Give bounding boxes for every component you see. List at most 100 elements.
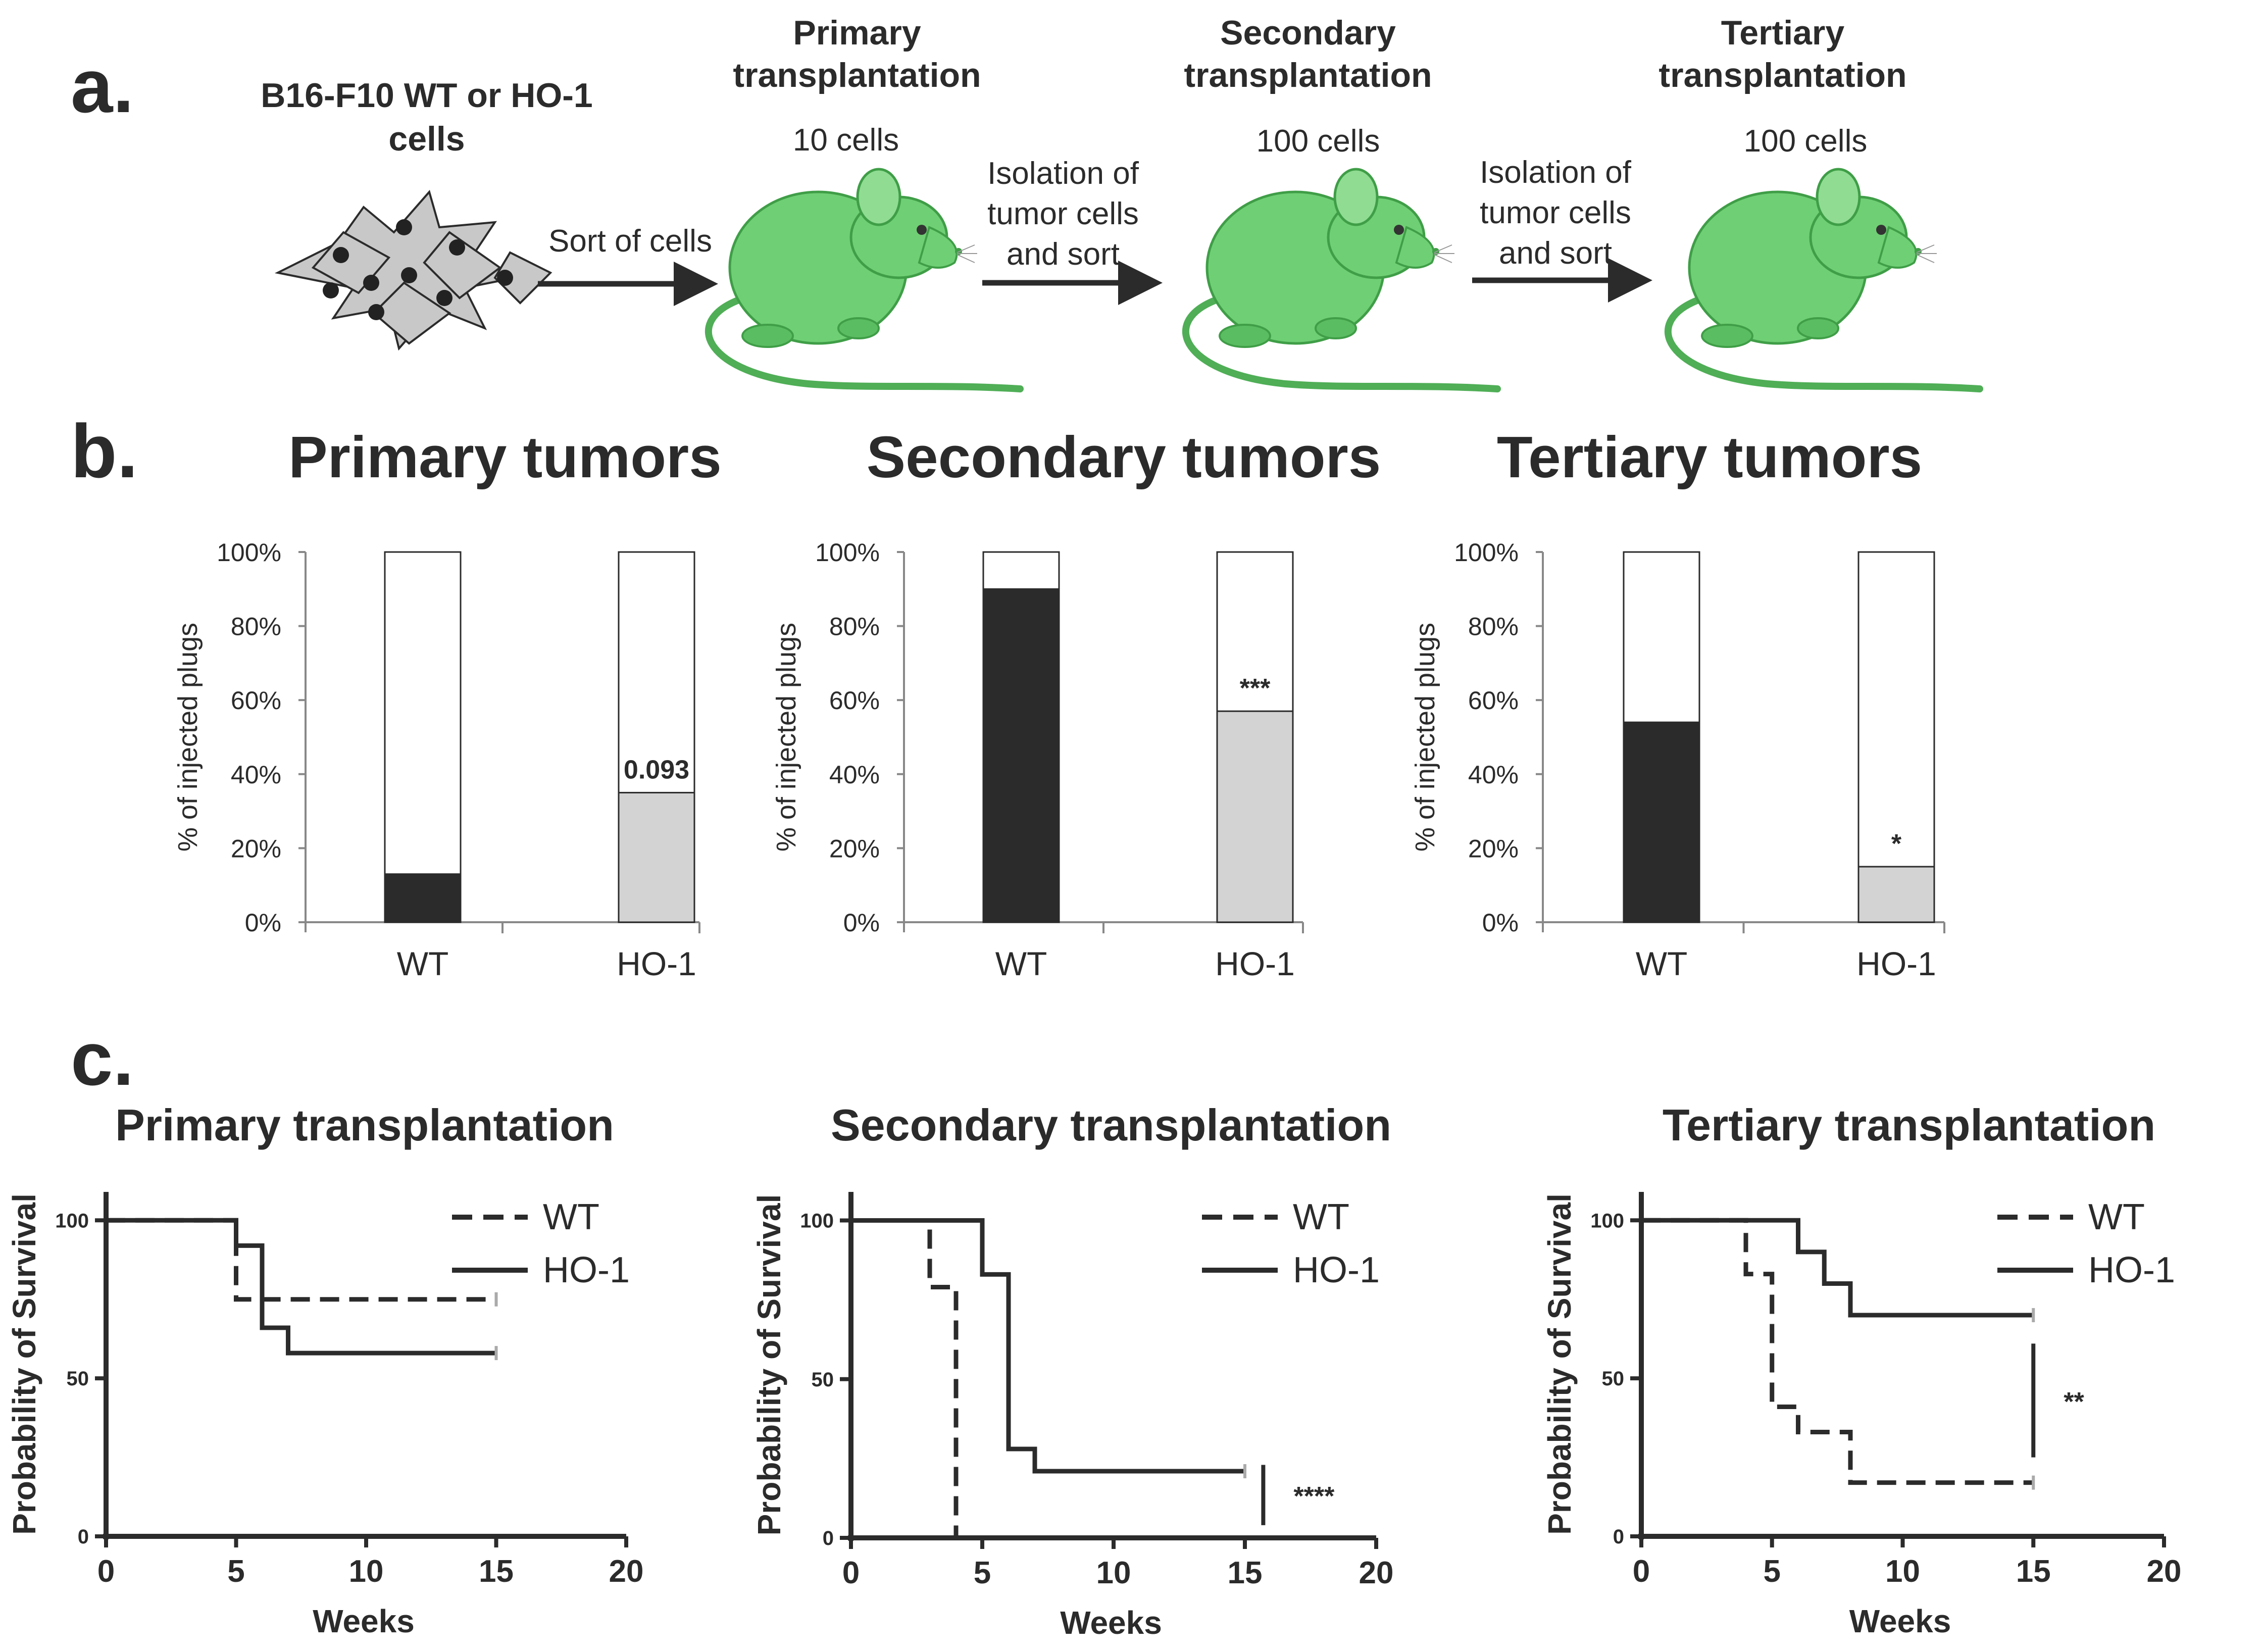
stage3-cells: 100 cells <box>1744 124 1868 159</box>
y-tick-label: 20% <box>829 834 880 863</box>
bar-annotation: * <box>1891 829 1902 859</box>
x-tick-label: 10 <box>1885 1554 1920 1589</box>
x-axis-label: Weeks <box>1060 1605 1162 1641</box>
mouse-illustration-2 <box>1186 169 1497 389</box>
x-tick-label: 15 <box>2016 1554 2051 1589</box>
category-label: HO-1 <box>1856 945 1936 982</box>
bar-chart-2: Secondary tumors 0% 20% 40% 60% 80% 100% % of i… <box>771 424 1381 982</box>
x-tick-label: 5 <box>974 1556 991 1590</box>
stage2-title-line2: transplantation <box>1184 56 1432 94</box>
arrow2-label-line2: tumor cells <box>987 196 1139 231</box>
bar-outline-WT <box>384 551 462 923</box>
mouse-illustration-1 <box>709 169 1020 389</box>
arrow3-label-line1: Isolation of <box>1480 155 1632 190</box>
y-tick-label: 100 <box>55 1210 89 1232</box>
y-tick-label: 40% <box>231 761 281 789</box>
y-tick-label: 100 <box>800 1210 834 1232</box>
stage2-cells: 100 cells <box>1256 124 1380 159</box>
y-tick-label: 0% <box>245 909 281 937</box>
y-tick-label: 80% <box>829 613 880 641</box>
bar-WT <box>982 588 1060 923</box>
cell-cluster-illustration <box>274 189 552 351</box>
stage1-cells: 10 cells <box>793 123 899 158</box>
x-tick-label: 5 <box>227 1554 244 1589</box>
x-tick-label: 20 <box>609 1554 644 1589</box>
y-tick-label: 20% <box>1468 834 1519 863</box>
y-tick-label: 0% <box>1482 909 1519 937</box>
y-axis-label: % of injected plugs <box>771 623 801 852</box>
survival-chart-title: Primary transplantation <box>115 1100 614 1150</box>
arrow3-label-line3: and sort <box>1499 236 1612 271</box>
y-tick-label: 40% <box>829 761 880 789</box>
arrow3-label-line2: tumor cells <box>1480 195 1631 230</box>
x-axis-label: Weeks <box>313 1603 415 1639</box>
x-tick-label: 20 <box>2147 1554 2182 1589</box>
x-tick-label: 0 <box>97 1554 115 1589</box>
y-tick-label: 100% <box>1454 538 1519 567</box>
y-axis-label: Probability of Survival <box>1541 1193 1578 1535</box>
x-axis-label: Weeks <box>1849 1603 1951 1639</box>
arrow2-label-line3: and sort <box>1007 237 1120 272</box>
bar-HO-1 <box>618 791 695 923</box>
category-label: WT <box>1636 945 1688 982</box>
y-tick-label: 60% <box>231 686 281 715</box>
significance-label: **** <box>1293 1482 1335 1511</box>
x-tick-label: 0 <box>842 1556 860 1590</box>
x-tick-label: 0 <box>1633 1554 1650 1589</box>
stage3-title-line1: Tertiary <box>1721 14 1845 52</box>
stage1-title-line2: transplantation <box>733 56 981 94</box>
bar-chart-title: Secondary tumors <box>867 424 1381 490</box>
y-axis-label: % of injected plugs <box>173 623 203 852</box>
panel-a-letter: a. <box>71 43 134 128</box>
category-label: WT <box>397 945 449 982</box>
y-tick-label: 0% <box>843 909 880 937</box>
category-label: HO-1 <box>617 945 696 982</box>
survival-curve-WT <box>851 1218 959 1538</box>
x-tick-label: 15 <box>1228 1556 1263 1590</box>
bar-HO-1 <box>1216 710 1294 923</box>
y-tick-label: 60% <box>1468 686 1519 715</box>
legend-label-WT: WT <box>2088 1197 2145 1237</box>
bar-WT <box>1623 721 1700 923</box>
y-tick-label: 50 <box>812 1369 834 1391</box>
survival-chart-title: Secondary transplantation <box>831 1100 1391 1150</box>
bar-HO-1 <box>1857 866 1935 923</box>
panel-b-bar-charts: Primary tumors 0% 20% 40% 60% 80% 100% % of inj… <box>173 424 1945 982</box>
x-tick-label: 15 <box>479 1554 514 1589</box>
arrow2-label-line1: Isolation of <box>987 156 1139 191</box>
y-axis-label: Probability of Survival <box>751 1194 787 1536</box>
panel-b-letter: b. <box>71 409 138 493</box>
bar-chart-3: Tertiary tumors 0% 20% 40% 60% 80% 100% % of in… <box>1410 424 1945 982</box>
y-tick-label: 100 <box>1590 1210 1624 1232</box>
legend-label-WT: WT <box>543 1197 599 1237</box>
y-axis-label: % of injected plugs <box>1410 623 1440 852</box>
bar-WT <box>384 873 462 923</box>
y-tick-label: 50 <box>1602 1368 1625 1390</box>
legend-label-WT: WT <box>1293 1197 1349 1237</box>
survival-curve-HO-1 <box>851 1218 1245 1474</box>
cells-label-line1: B16-F10 WT or HO-1 <box>261 76 592 115</box>
y-tick-label: 100% <box>815 538 880 567</box>
bar-annotation: *** <box>1240 674 1271 703</box>
survival-curve-WT <box>1641 1218 2034 1485</box>
bar-outline-HO-1 <box>1857 551 1935 923</box>
survival-curve-WT <box>106 1218 496 1302</box>
survival-chart-3: Tertiary transplantation 0 5 10 15 20 0 50 100 We… <box>1541 1100 2181 1639</box>
survival-curve-HO-1 <box>106 1218 496 1356</box>
x-tick-label: 10 <box>349 1554 384 1589</box>
bar-chart-title: Tertiary tumors <box>1497 424 1922 490</box>
y-tick-label: 80% <box>1468 613 1519 641</box>
x-tick-label: 5 <box>1764 1554 1781 1589</box>
arrow1-label: Sort of cells <box>548 224 712 259</box>
y-tick-label: 0 <box>823 1527 834 1549</box>
panel-c-letter: c. <box>71 1016 134 1101</box>
legend-label-HO-1: HO-1 <box>543 1250 630 1290</box>
y-tick-label: 60% <box>829 686 880 715</box>
legend-label-HO-1: HO-1 <box>1293 1250 1380 1290</box>
cells-label-line2: cells <box>388 120 465 158</box>
y-tick-label: 50 <box>67 1368 89 1390</box>
survival-curve-HO-1 <box>1641 1218 2034 1318</box>
y-tick-label: 80% <box>231 613 281 641</box>
bar-chart-title: Primary tumors <box>288 424 721 490</box>
